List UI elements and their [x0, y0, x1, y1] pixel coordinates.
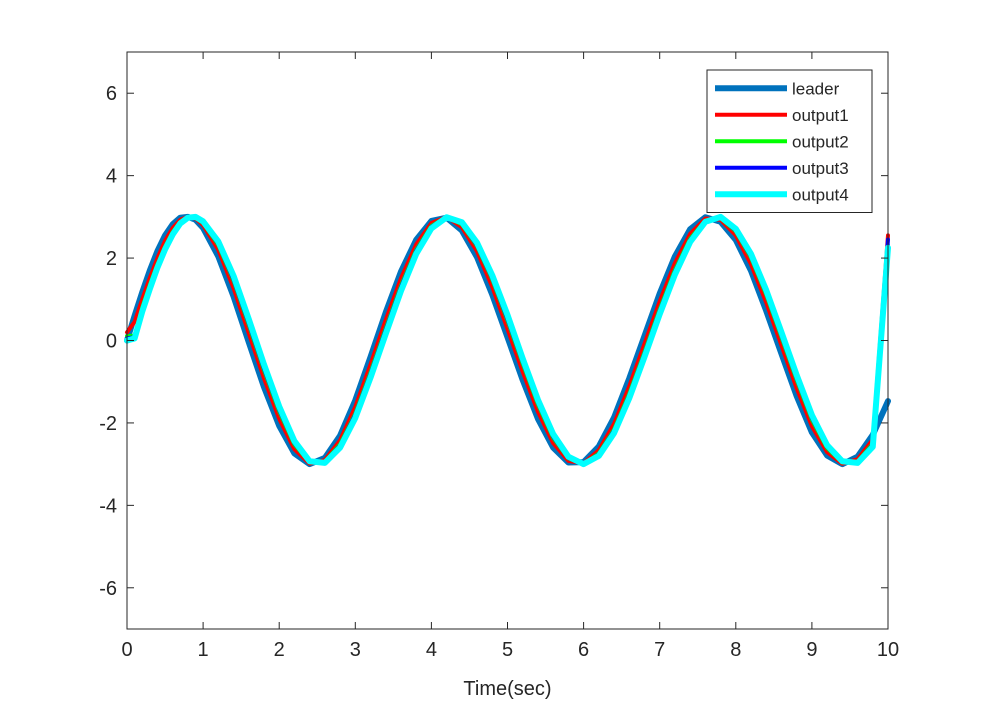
x-tick-label: 5 — [502, 639, 513, 661]
y-tick-label: -6 — [99, 578, 117, 600]
x-tick-label: 8 — [730, 639, 741, 661]
legend-label-output4: output4 — [792, 185, 849, 204]
y-tick-label: -4 — [99, 495, 117, 517]
y-tick-label: 6 — [106, 83, 117, 105]
ticks-layer: 0 1 2 3 4 5 6 7 8 9 10 -6 -4 -2 0 2 4 6 — [99, 52, 899, 661]
x-axis-label: Time(sec) — [463, 678, 551, 700]
x-tick-label: 2 — [274, 639, 285, 661]
x-tick-label: 4 — [426, 639, 437, 661]
y-tick-label: -2 — [99, 413, 117, 435]
x-tick-label: 3 — [350, 639, 361, 661]
legend-label-output3: output3 — [792, 159, 849, 178]
y-tick-label: 4 — [106, 166, 117, 188]
legend-label-output1: output1 — [792, 106, 849, 125]
x-tick-label: 7 — [654, 639, 665, 661]
series-line-output4 — [124, 213, 891, 468]
legend-label-leader: leader — [792, 79, 840, 98]
x-tick-label: 6 — [578, 639, 589, 661]
y-tick-label: 2 — [106, 248, 117, 270]
series-layer — [124, 213, 891, 468]
y-tick-label: 0 — [106, 331, 117, 353]
legend: leader output1 output2 output3 output4 — [706, 69, 873, 213]
x-tick-label: 1 — [198, 639, 209, 661]
x-tick-label: 9 — [806, 639, 817, 661]
x-tick-label: 10 — [877, 639, 899, 661]
legend-label-output2: output2 — [792, 132, 849, 151]
x-tick-label: 0 — [121, 639, 132, 661]
